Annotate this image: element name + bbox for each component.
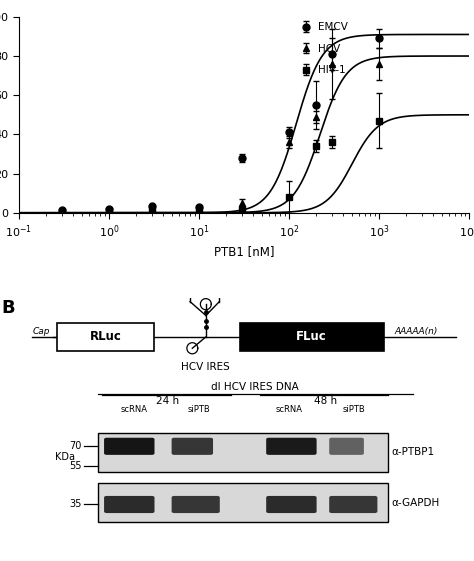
Bar <box>239 323 384 351</box>
Text: siPTB: siPTB <box>188 405 210 414</box>
Text: α-GAPDH: α-GAPDH <box>392 498 440 508</box>
Text: 48 h: 48 h <box>314 396 337 406</box>
Text: KDa: KDa <box>55 452 75 462</box>
Text: B: B <box>1 299 15 317</box>
FancyBboxPatch shape <box>266 496 317 513</box>
Text: 24 h: 24 h <box>156 396 179 406</box>
Text: α-PTBP1: α-PTBP1 <box>392 447 435 457</box>
FancyBboxPatch shape <box>172 496 220 513</box>
Text: 55: 55 <box>70 461 82 471</box>
Text: RLuc: RLuc <box>90 330 121 343</box>
X-axis label: PTB1 [nM]: PTB1 [nM] <box>214 245 274 258</box>
Text: HCV IRES: HCV IRES <box>182 362 230 372</box>
Text: dl HCV IRES DNA: dl HCV IRES DNA <box>211 383 299 392</box>
Text: Cap: Cap <box>32 327 50 335</box>
FancyBboxPatch shape <box>329 438 364 455</box>
FancyBboxPatch shape <box>104 438 155 455</box>
Text: 35: 35 <box>70 499 82 509</box>
Bar <box>98 433 388 472</box>
Text: 70: 70 <box>70 442 82 451</box>
FancyBboxPatch shape <box>266 438 317 455</box>
Text: scRNA: scRNA <box>276 405 302 414</box>
Bar <box>98 483 388 522</box>
FancyBboxPatch shape <box>104 496 155 513</box>
Bar <box>57 323 154 351</box>
Text: AAAAA(n): AAAAA(n) <box>395 327 438 335</box>
FancyBboxPatch shape <box>172 438 213 455</box>
Text: FLuc: FLuc <box>296 330 327 343</box>
Text: scRNA: scRNA <box>120 405 147 414</box>
FancyBboxPatch shape <box>329 496 377 513</box>
Legend: EMCV, HCV, HIV-1: EMCV, HCV, HIV-1 <box>294 18 352 79</box>
Text: siPTB: siPTB <box>343 405 366 414</box>
